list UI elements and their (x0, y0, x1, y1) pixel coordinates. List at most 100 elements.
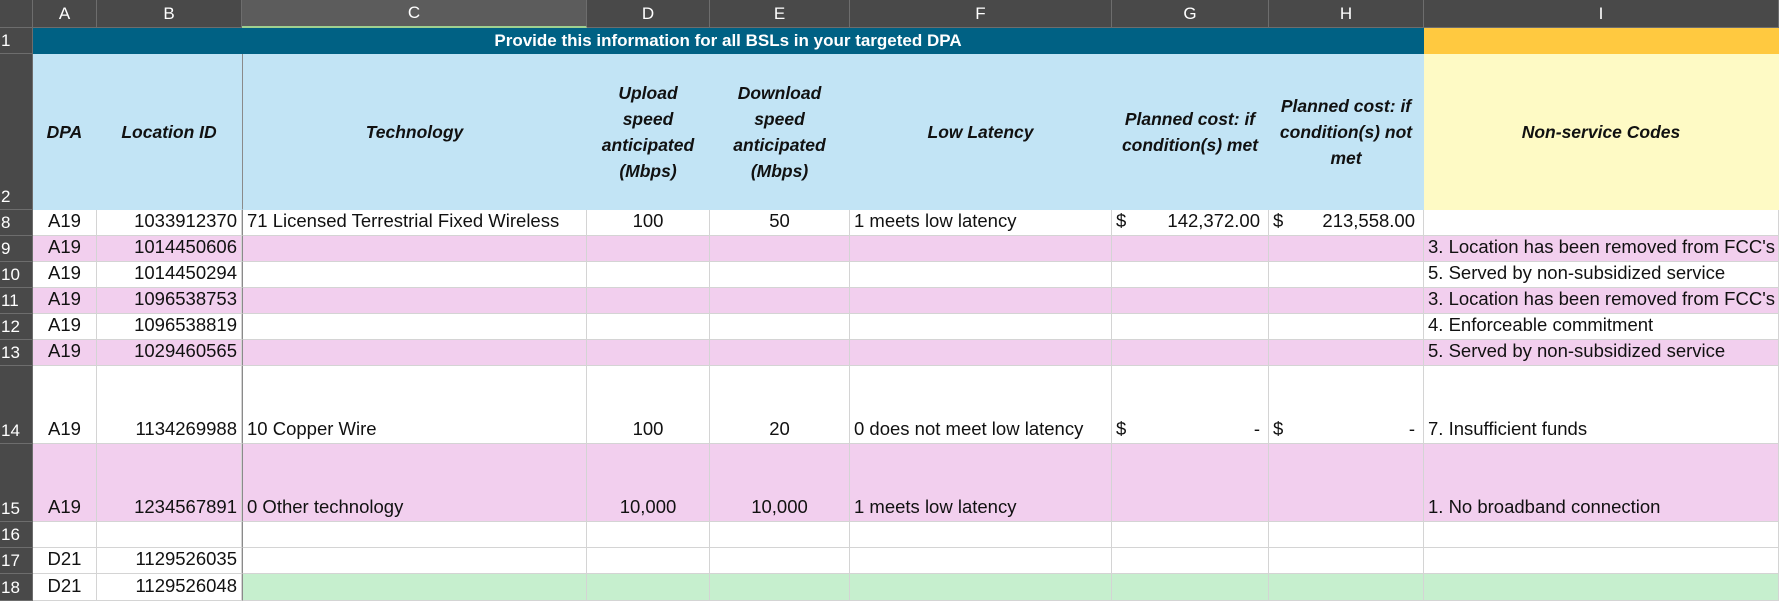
cell-dpa[interactable]: A19 (33, 366, 97, 444)
cell-low-latency[interactable] (850, 236, 1112, 262)
cell-upload-speed[interactable]: 100 (587, 210, 710, 236)
cell-dpa[interactable]: D21 (33, 548, 97, 574)
cell-download-speed[interactable] (710, 288, 850, 314)
row-header-13[interactable]: 13 (0, 340, 33, 366)
header-non-service-code[interactable]: Non-service Codes (1424, 54, 1779, 210)
header-cost-not-met[interactable]: Planned cost: if condition(s) not met (1269, 54, 1424, 210)
cell-low-latency[interactable] (850, 548, 1112, 574)
row-header-14[interactable]: 14 (0, 366, 33, 444)
cell-technology[interactable] (242, 288, 587, 314)
row-header-10[interactable]: 10 (0, 262, 33, 288)
cell-technology[interactable]: 10 Copper Wire (242, 366, 587, 444)
cell-cost-not-met[interactable] (1269, 236, 1424, 262)
cell-upload-speed[interactable]: 100 (587, 366, 710, 444)
cell-upload-speed[interactable] (587, 262, 710, 288)
cell-non-service-code[interactable]: 5. Served by non-subsidized service (1424, 340, 1779, 366)
cell-technology[interactable]: 71 Licensed Terrestrial Fixed Wireless (242, 210, 587, 236)
cell-non-service-code[interactable]: 3. Location has been removed from FCC's (1424, 288, 1779, 314)
cell-dpa[interactable]: A19 (33, 314, 97, 340)
cell-non-service-code[interactable]: 1. No broadband connection (1424, 444, 1779, 522)
cell-download-speed[interactable] (710, 236, 850, 262)
row-header-9[interactable]: 9 (0, 236, 33, 262)
cell-upload-speed[interactable] (587, 574, 710, 601)
cell-technology[interactable] (242, 314, 587, 340)
header-dpa[interactable]: DPA (33, 54, 97, 210)
header-technology[interactable]: Technology (242, 54, 587, 210)
header-location-id[interactable]: Location ID (97, 54, 242, 210)
cell-upload-speed[interactable] (587, 522, 710, 548)
cell-location-id[interactable]: 1134269988 (97, 366, 242, 444)
column-header-i[interactable]: I (1424, 0, 1779, 28)
header-upload-speed[interactable]: Upload speed anticipated (Mbps) (587, 54, 710, 210)
cell-cost-not-met[interactable] (1269, 522, 1424, 548)
cell-cost-met[interactable]: $142,372.00 (1112, 210, 1269, 236)
cell-technology[interactable] (242, 522, 587, 548)
cell-technology[interactable] (242, 340, 587, 366)
cell-technology[interactable] (242, 548, 587, 574)
row-header-12[interactable]: 12 (0, 314, 33, 340)
cell-dpa[interactable]: A19 (33, 210, 97, 236)
cell-dpa[interactable]: A19 (33, 236, 97, 262)
banner-codes-cell[interactable] (1424, 28, 1779, 54)
cell-download-speed[interactable] (710, 522, 850, 548)
row-header-16[interactable]: 16 (0, 522, 33, 548)
cell-cost-not-met[interactable]: $ - (1269, 366, 1424, 444)
column-header-a[interactable]: A (33, 0, 97, 28)
row-header-8[interactable]: 8 (0, 210, 33, 236)
cell-cost-met[interactable] (1112, 548, 1269, 574)
cell-low-latency[interactable]: 0 does not meet low latency (850, 366, 1112, 444)
cell-download-speed[interactable] (710, 574, 850, 601)
cell-low-latency[interactable] (850, 314, 1112, 340)
cell-cost-met[interactable]: $ - (1112, 366, 1269, 444)
cell-cost-not-met[interactable] (1269, 288, 1424, 314)
cell-upload-speed[interactable] (587, 288, 710, 314)
cell-low-latency[interactable] (850, 522, 1112, 548)
cell-dpa[interactable] (33, 522, 97, 548)
cell-dpa[interactable]: A19 (33, 262, 97, 288)
cell-non-service-code[interactable]: 4. Enforceable commitment (1424, 314, 1779, 340)
cell-cost-not-met[interactable] (1269, 444, 1424, 522)
cell-non-service-code[interactable] (1424, 210, 1779, 236)
cell-non-service-code[interactable] (1424, 548, 1779, 574)
cell-low-latency[interactable]: 1 meets low latency (850, 210, 1112, 236)
section-banner[interactable]: Provide this information for all BSLs in… (33, 28, 1424, 54)
cell-non-service-code[interactable] (1424, 522, 1779, 548)
cell-technology[interactable] (242, 574, 587, 601)
cell-low-latency[interactable] (850, 288, 1112, 314)
cell-location-id[interactable]: 1033912370 (97, 210, 242, 236)
cell-download-speed[interactable] (710, 262, 850, 288)
cell-cost-not-met[interactable] (1269, 314, 1424, 340)
cell-dpa[interactable]: D21 (33, 574, 97, 601)
cell-cost-met[interactable] (1112, 340, 1269, 366)
cell-location-id[interactable]: 1096538819 (97, 314, 242, 340)
cell-download-speed[interactable] (710, 340, 850, 366)
cell-cost-not-met[interactable]: $213,558.00 (1269, 210, 1424, 236)
cell-cost-met[interactable] (1112, 236, 1269, 262)
cell-low-latency[interactable] (850, 340, 1112, 366)
row-header-17[interactable]: 17 (0, 548, 33, 574)
select-all-corner[interactable] (0, 0, 33, 28)
cell-dpa[interactable]: A19 (33, 444, 97, 522)
cell-technology[interactable] (242, 262, 587, 288)
cell-location-id[interactable]: 1129526035 (97, 548, 242, 574)
column-header-f[interactable]: F (850, 0, 1112, 28)
cell-download-speed[interactable]: 20 (710, 366, 850, 444)
cell-cost-met[interactable] (1112, 444, 1269, 522)
cell-location-id[interactable]: 1014450606 (97, 236, 242, 262)
cell-cost-not-met[interactable] (1269, 340, 1424, 366)
row-header-1[interactable]: 1 (0, 28, 33, 54)
cell-non-service-code[interactable]: 3. Location has been removed from FCC's (1424, 236, 1779, 262)
cell-location-id[interactable]: 1029460565 (97, 340, 242, 366)
column-header-e[interactable]: E (710, 0, 850, 28)
cell-low-latency[interactable] (850, 262, 1112, 288)
cell-cost-not-met[interactable] (1269, 262, 1424, 288)
cell-location-id[interactable]: 1129526048 (97, 574, 242, 601)
cell-dpa[interactable]: A19 (33, 288, 97, 314)
cell-download-speed[interactable] (710, 548, 850, 574)
cell-cost-met[interactable] (1112, 522, 1269, 548)
cell-upload-speed[interactable]: 10,000 (587, 444, 710, 522)
cell-cost-met[interactable] (1112, 314, 1269, 340)
cell-upload-speed[interactable] (587, 548, 710, 574)
cell-technology[interactable]: 0 Other technology (242, 444, 587, 522)
column-header-g[interactable]: G (1112, 0, 1269, 28)
